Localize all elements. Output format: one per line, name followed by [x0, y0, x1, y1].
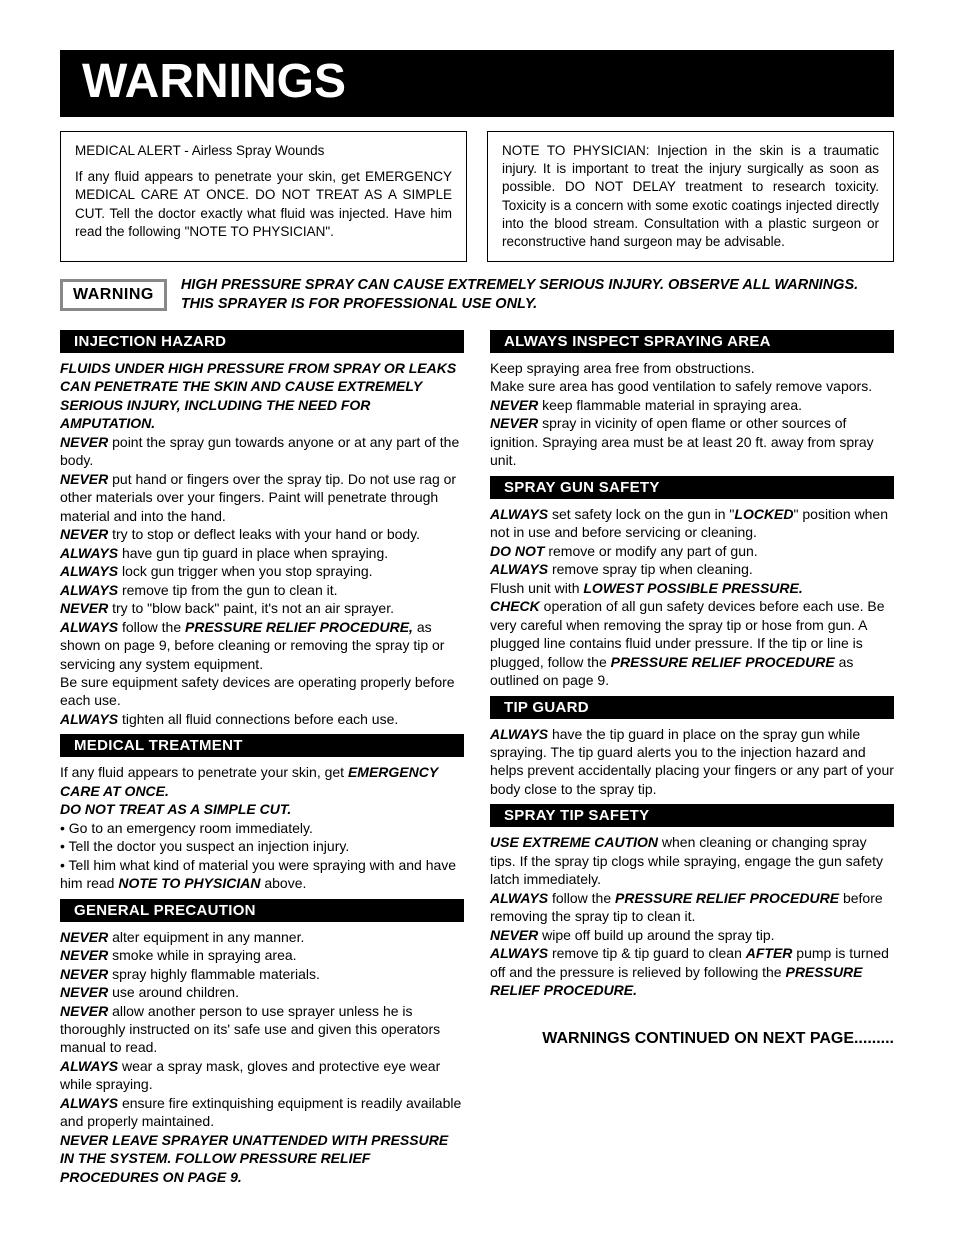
- section-header-injection: INJECTION HAZARD: [60, 330, 464, 353]
- para: ALWAYS wear a spray mask, gloves and pro…: [60, 1057, 464, 1094]
- para: ALWAYS follow the PRESSURE RELIEF PROCED…: [490, 889, 894, 926]
- para: Make sure area has good ventilation to s…: [490, 377, 894, 414]
- para: NEVER try to stop or deflect leaks with …: [60, 525, 464, 543]
- warning-badge: WARNING: [60, 279, 167, 311]
- intro: FLUIDS UNDER HIGH PRESSURE FROM SPRAY OR…: [60, 359, 464, 433]
- section-body-inspect: Keep spraying area free from obstruction…: [490, 359, 894, 470]
- para: NEVER use around children.: [60, 983, 464, 1001]
- bullet: • Tell him what kind of material you wer…: [60, 856, 464, 893]
- para: Be sure equipment safety devices are ope…: [60, 673, 464, 710]
- para: NEVER try to "blow back" paint, it's not…: [60, 599, 464, 617]
- para: NEVER smoke while in spraying area.: [60, 946, 464, 964]
- para: CHECK operation of all gun safety device…: [490, 597, 894, 689]
- para: ALWAYS ensure fire extinquishing equipme…: [60, 1094, 464, 1131]
- para: NEVER allow another person to use spraye…: [60, 1002, 464, 1057]
- para: NEVER LEAVE SPRAYER UNATTENDED WITH PRES…: [60, 1131, 464, 1186]
- warning-headline: HIGH PRESSURE SPRAY CAN CAUSE EXTREMELY …: [181, 276, 894, 314]
- left-column: INJECTION HAZARD FLUIDS UNDER HIGH PRESS…: [60, 324, 464, 1186]
- right-column: ALWAYS INSPECT SPRAYING AREA Keep sprayi…: [490, 324, 894, 1186]
- para: NEVER alter equipment in any manner.: [60, 928, 464, 946]
- alert-heading: MEDICAL ALERT - Airless Spray Wounds: [75, 142, 452, 160]
- alert-body: If any fluid appears to penetrate your s…: [75, 168, 452, 241]
- physician-note-box: NOTE TO PHYSICIAN: Injection in the skin…: [487, 131, 894, 262]
- para: Flush unit with LOWEST POSSIBLE PRESSURE…: [490, 579, 894, 597]
- section-body-general: NEVER alter equipment in any manner. NEV…: [60, 928, 464, 1187]
- para: NEVER put hand or fingers over the spray…: [60, 470, 464, 525]
- para: ALWAYS follow the PRESSURE RELIEF PROCED…: [60, 618, 464, 673]
- para: DO NOT TREAT AS A SIMPLE CUT.: [60, 800, 464, 818]
- warning-headline-row: WARNING HIGH PRESSURE SPRAY CAN CAUSE EX…: [60, 276, 894, 314]
- bullet: • Go to an emergency room immediately.: [60, 819, 464, 837]
- para: USE EXTREME CAUTION when cleaning or cha…: [490, 833, 894, 888]
- section-header-general: GENERAL PRECAUTION: [60, 899, 464, 922]
- columns: INJECTION HAZARD FLUIDS UNDER HIGH PRESS…: [60, 324, 894, 1186]
- bullet: • Tell the doctor you suspect an injecti…: [60, 837, 464, 855]
- para: NEVER point the spray gun towards anyone…: [60, 433, 464, 470]
- alert-row: MEDICAL ALERT - Airless Spray Wounds If …: [60, 131, 894, 262]
- para: NEVER spray highly flammable materials.: [60, 965, 464, 983]
- section-header-tipsafety: SPRAY TIP SAFETY: [490, 804, 894, 827]
- para: If any fluid appears to penetrate your s…: [60, 763, 464, 800]
- section-header-inspect: ALWAYS INSPECT SPRAYING AREA: [490, 330, 894, 353]
- para: ALWAYS set safety lock on the gun in "LO…: [490, 505, 894, 542]
- section-body-tipguard: ALWAYS have the tip guard in place on th…: [490, 725, 894, 799]
- para: ALWAYS have the tip guard in place on th…: [490, 725, 894, 799]
- para: ALWAYS remove spray tip when cleaning.: [490, 560, 894, 578]
- para: ALWAYS lock gun trigger when you stop sp…: [60, 562, 464, 580]
- para: ALWAYS have gun tip guard in place when …: [60, 544, 464, 562]
- section-body-tipsafety: USE EXTREME CAUTION when cleaning or cha…: [490, 833, 894, 999]
- alert-body: NOTE TO PHYSICIAN: Injection in the skin…: [502, 142, 879, 251]
- medical-alert-box: MEDICAL ALERT - Airless Spray Wounds If …: [60, 131, 467, 262]
- para: ALWAYS remove tip from the gun to clean …: [60, 581, 464, 599]
- para: NEVER wipe off build up around the spray…: [490, 926, 894, 944]
- para: DO NOT remove or modify any part of gun.: [490, 542, 894, 560]
- para: ALWAYS remove tip & tip guard to clean A…: [490, 944, 894, 999]
- section-body-medical: If any fluid appears to penetrate your s…: [60, 763, 464, 892]
- para: Keep spraying area free from obstruction…: [490, 359, 894, 377]
- section-header-tipguard: TIP GUARD: [490, 696, 894, 719]
- section-header-gun: SPRAY GUN SAFETY: [490, 476, 894, 499]
- section-body-injection: FLUIDS UNDER HIGH PRESSURE FROM SPRAY OR…: [60, 359, 464, 728]
- page-title: WARNINGS: [60, 50, 894, 117]
- continued-note: WARNINGS CONTINUED ON NEXT PAGE.........: [490, 1030, 894, 1048]
- section-body-gun: ALWAYS set safety lock on the gun in "LO…: [490, 505, 894, 690]
- para: NEVER spray in vicinity of open flame or…: [490, 414, 894, 469]
- para: ALWAYS tighten all fluid connections bef…: [60, 710, 464, 728]
- section-header-medical: MEDICAL TREATMENT: [60, 734, 464, 757]
